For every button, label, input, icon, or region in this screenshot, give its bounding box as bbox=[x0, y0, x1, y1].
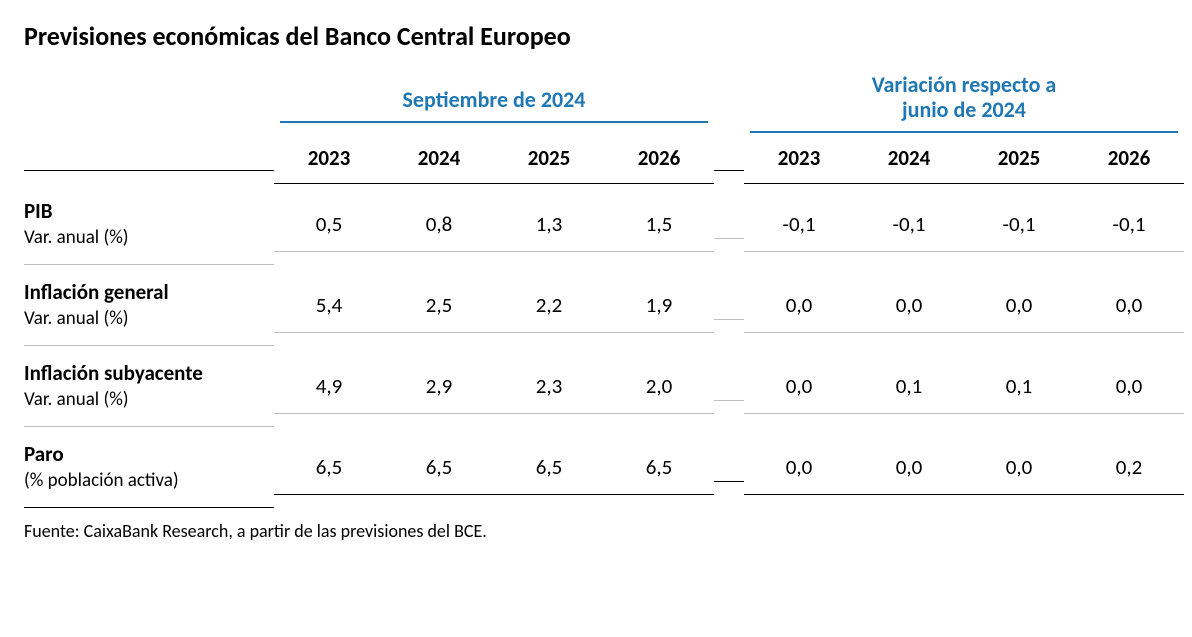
year-header: 2023 bbox=[274, 133, 384, 184]
cell: 0,0 bbox=[744, 278, 854, 333]
cell: 1,5 bbox=[604, 197, 714, 252]
cell-gap bbox=[714, 372, 744, 401]
row-label-main: Inflación subyacente bbox=[24, 360, 274, 386]
cell: 2,9 bbox=[384, 359, 494, 414]
cell: 0,5 bbox=[274, 197, 384, 252]
cell: 0,2 bbox=[1074, 440, 1184, 495]
cell: -0,1 bbox=[964, 197, 1074, 252]
cell: 2,3 bbox=[494, 359, 604, 414]
cell: 0,0 bbox=[744, 440, 854, 495]
cell: -0,1 bbox=[854, 197, 964, 252]
cell-gap bbox=[714, 210, 744, 239]
cell: 0,0 bbox=[964, 440, 1074, 495]
row-label: PIB Var. anual (%) bbox=[24, 184, 274, 265]
cell: 6,5 bbox=[604, 440, 714, 495]
cell-gap bbox=[714, 453, 744, 482]
year-header: 2024 bbox=[854, 133, 964, 184]
cell: -0,1 bbox=[1074, 197, 1184, 252]
cell: 1,9 bbox=[604, 278, 714, 333]
cell-gap bbox=[714, 291, 744, 320]
forecast-table: Septiembre de 2024 Variación respecto a … bbox=[24, 70, 1168, 508]
row-label: Inflación subyacente Var. anual (%) bbox=[24, 346, 274, 427]
year-header: 2026 bbox=[1074, 133, 1184, 184]
row-label-sub: Var. anual (%) bbox=[24, 307, 274, 331]
row-label-main: Paro bbox=[24, 441, 274, 467]
cell: 2,2 bbox=[494, 278, 604, 333]
cell: 0,0 bbox=[964, 278, 1074, 333]
year-header: 2026 bbox=[604, 133, 714, 184]
row-label-sub: Var. anual (%) bbox=[24, 388, 274, 412]
cell: 2,0 bbox=[604, 359, 714, 414]
row-label-sub: (% población activa) bbox=[24, 469, 274, 493]
cell: 0,0 bbox=[854, 440, 964, 495]
row-label-main: Inflación general bbox=[24, 279, 274, 305]
year-header: 2025 bbox=[964, 133, 1074, 184]
table-title: Previsiones económicas del Banco Central… bbox=[24, 20, 1168, 52]
row-label: Paro (% población activa) bbox=[24, 427, 274, 508]
cell: 2,5 bbox=[384, 278, 494, 333]
cell: 0,1 bbox=[854, 359, 964, 414]
cell: 0,0 bbox=[854, 278, 964, 333]
year-header: 2024 bbox=[384, 133, 494, 184]
superheader-right-line1: Variación respecto a bbox=[872, 71, 1057, 98]
cell: 0,0 bbox=[1074, 359, 1184, 414]
row-label-sub: Var. anual (%) bbox=[24, 226, 274, 250]
cell: -0,1 bbox=[744, 197, 854, 252]
cell: 6,5 bbox=[384, 440, 494, 495]
cell: 6,5 bbox=[274, 440, 384, 495]
superheader-right-line2: junio de 2024 bbox=[902, 96, 1026, 123]
cell: 5,4 bbox=[274, 278, 384, 333]
cell: 0,0 bbox=[744, 359, 854, 414]
source-note: Fuente: CaixaBank Research, a partir de … bbox=[24, 508, 1168, 542]
cell: 4,9 bbox=[274, 359, 384, 414]
superheader-right: Variación respecto a junio de 2024 bbox=[750, 70, 1178, 133]
cell: 0,8 bbox=[384, 197, 494, 252]
year-header-spacer bbox=[24, 146, 274, 171]
cell: 0,0 bbox=[1074, 278, 1184, 333]
cell: 6,5 bbox=[494, 440, 604, 495]
row-label: Inflación general Var. anual (%) bbox=[24, 265, 274, 346]
superheader-left: Septiembre de 2024 bbox=[280, 80, 708, 123]
row-label-main: PIB bbox=[24, 198, 274, 224]
year-header: 2023 bbox=[744, 133, 854, 184]
cell: 1,3 bbox=[494, 197, 604, 252]
year-header: 2025 bbox=[494, 133, 604, 184]
cell: 0,1 bbox=[964, 359, 1074, 414]
year-header-gap bbox=[714, 146, 744, 171]
